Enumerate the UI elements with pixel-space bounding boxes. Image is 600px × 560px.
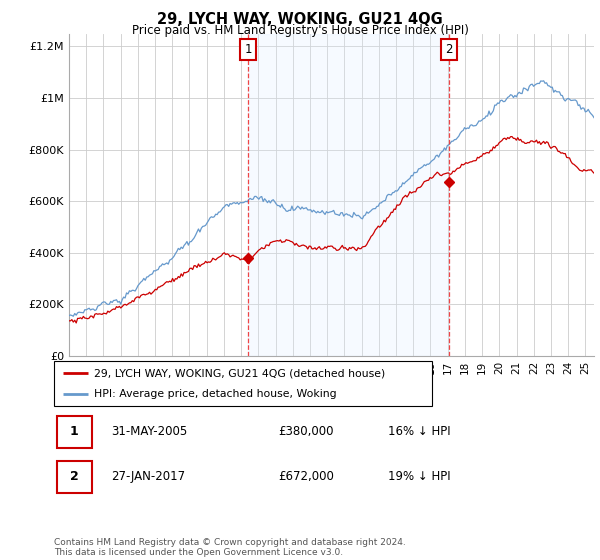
Text: 29, LYCH WAY, WOKING, GU21 4QG: 29, LYCH WAY, WOKING, GU21 4QG (157, 12, 443, 27)
Text: £672,000: £672,000 (278, 470, 334, 483)
FancyBboxPatch shape (56, 460, 92, 493)
Text: £380,000: £380,000 (278, 425, 334, 438)
Text: Contains HM Land Registry data © Crown copyright and database right 2024.
This d: Contains HM Land Registry data © Crown c… (54, 538, 406, 557)
Bar (248, 34, 449, 356)
Text: 16% ↓ HPI: 16% ↓ HPI (388, 425, 451, 438)
Text: 1: 1 (70, 425, 79, 438)
Text: 2: 2 (70, 470, 79, 483)
Text: 1: 1 (245, 43, 252, 56)
Text: 27-JAN-2017: 27-JAN-2017 (112, 470, 185, 483)
Text: Price paid vs. HM Land Registry's House Price Index (HPI): Price paid vs. HM Land Registry's House … (131, 24, 469, 36)
Text: 19% ↓ HPI: 19% ↓ HPI (388, 470, 451, 483)
FancyBboxPatch shape (56, 416, 92, 448)
FancyBboxPatch shape (54, 361, 432, 406)
Text: 2: 2 (445, 43, 453, 56)
Text: 29, LYCH WAY, WOKING, GU21 4QG (detached house): 29, LYCH WAY, WOKING, GU21 4QG (detached… (94, 368, 385, 379)
Text: 31-MAY-2005: 31-MAY-2005 (112, 425, 188, 438)
Text: HPI: Average price, detached house, Woking: HPI: Average price, detached house, Woki… (94, 389, 337, 399)
